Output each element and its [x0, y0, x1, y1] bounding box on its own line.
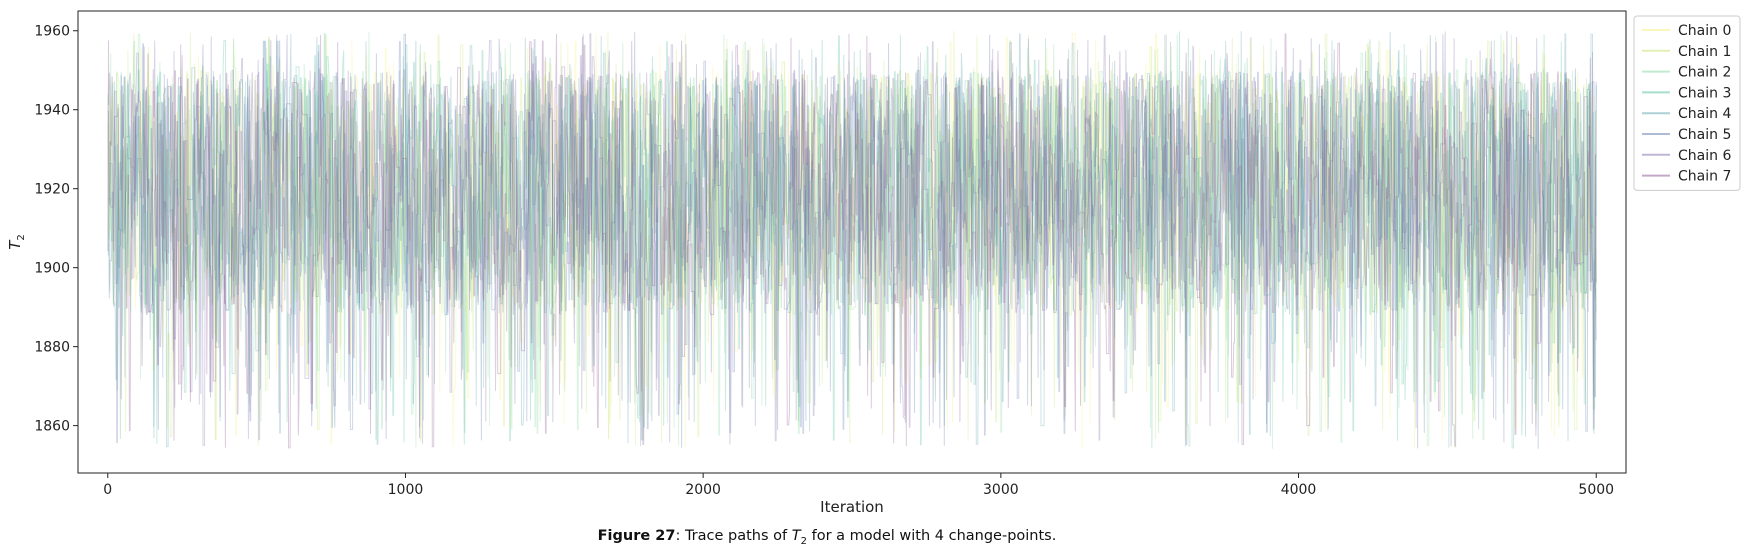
legend: Chain 0 Chain 1 Chain 2 Chain 3 Chain 4 Chain…: [1633, 15, 1741, 191]
x-tick-label: 4000: [1281, 482, 1317, 498]
caption-text-after: for a model with 4 change-points.: [806, 528, 1057, 544]
trace-line-chain-0: [107, 33, 1597, 449]
trace-line-chain-5: [107, 32, 1597, 449]
y-tick-label: 1860: [34, 419, 70, 435]
y-tick-label: 1960: [34, 24, 70, 40]
x-axis: 0 1000 2000 3000 4000 5000: [103, 473, 1614, 498]
figure-caption: Figure 27: Trace paths of T2 for a model…: [0, 528, 1654, 547]
trace-line-chain-4: [107, 31, 1597, 448]
y-tick-label: 1900: [34, 261, 70, 277]
trace-line-chain-2: [107, 32, 1597, 449]
legend-label: Chain 7: [1678, 169, 1731, 185]
trace-lines: [107, 31, 1597, 449]
caption-text-before: : Trace paths of: [675, 528, 792, 544]
x-tick-label: 0: [103, 482, 112, 498]
legend-label: Chain 2: [1678, 65, 1731, 81]
x-tick-label: 1000: [388, 482, 424, 498]
y-tick-label: 1920: [34, 182, 70, 198]
legend-label: Chain 1: [1678, 44, 1731, 60]
plot-frame: [77, 10, 1627, 474]
trace-line-chain-3: [107, 31, 1597, 449]
legend-label: Chain 0: [1678, 23, 1731, 39]
legend-label: Chain 4: [1678, 106, 1731, 122]
figure-label: Figure 27: [597, 528, 676, 544]
y-tick-label: 1880: [34, 340, 70, 356]
trace-line-chain-6: [107, 31, 1597, 449]
y-axis: 1860 1880 1900 1920 1940 1960: [34, 24, 78, 435]
legend-label: Chain 5: [1678, 127, 1731, 143]
x-tick-label: 3000: [983, 482, 1019, 498]
x-axis-label: Iteration: [820, 498, 884, 516]
caption-symbol: T: [791, 528, 801, 544]
legend-label: Chain 3: [1678, 85, 1731, 101]
x-tick-label: 5000: [1578, 482, 1614, 498]
y-axis-label: T2: [6, 234, 27, 250]
y-tick-label: 1940: [34, 103, 70, 119]
trace-line-chain-1: [107, 31, 1597, 446]
trace-chart: 0 1000 2000 3000 4000 5000 1860 1880 1900 1920 19…: [6, 10, 1741, 516]
legend-label: Chain 6: [1678, 148, 1731, 164]
trace-line-chain-7: [107, 31, 1597, 449]
x-tick-label: 2000: [685, 482, 721, 498]
legend-box: [1633, 15, 1741, 191]
caption-symbol-subscript: 2: [800, 535, 807, 547]
